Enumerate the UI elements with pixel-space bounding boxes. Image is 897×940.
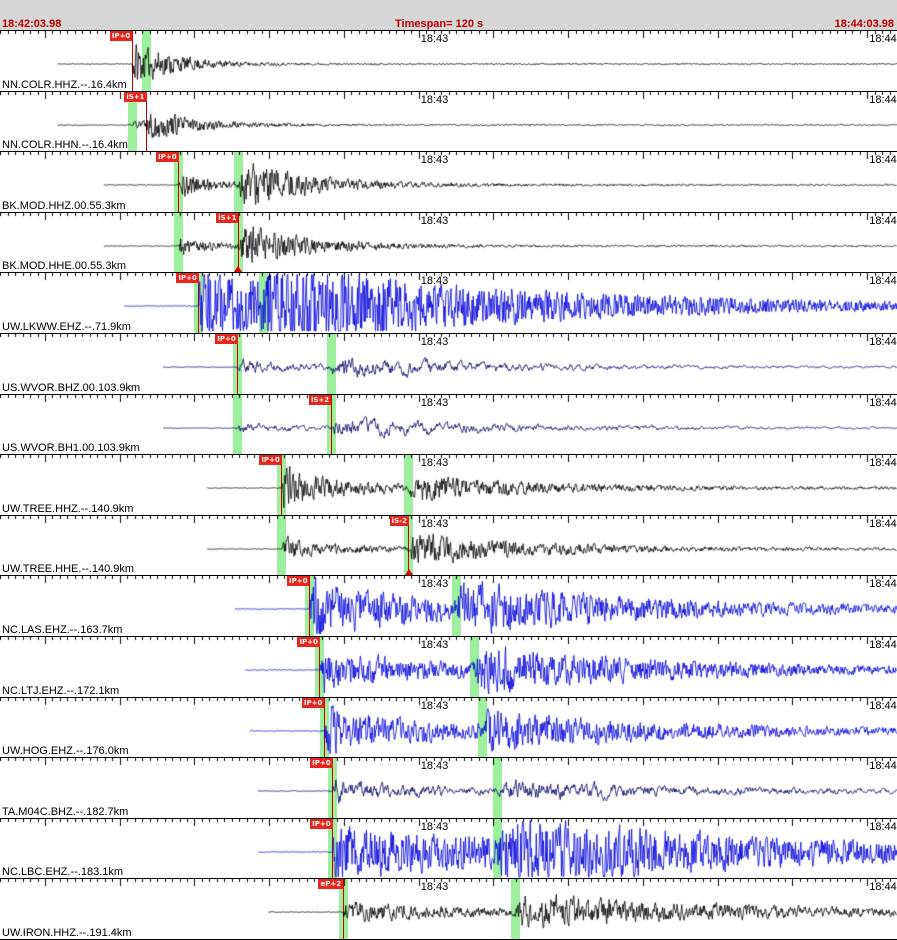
waveform-canvas[interactable] xyxy=(0,394,897,455)
station-label[interactable]: US.WVOR.BHZ.00.103.9km xyxy=(2,381,141,394)
trace-row: iS+2 18:43 18:44 US.WVOR.BH1.00.103.9km xyxy=(0,394,897,456)
trace-row: IP+0 18:43 18:44 TA.M04C.BHZ.--.182.7km xyxy=(0,758,897,819)
waveform-canvas[interactable] xyxy=(0,818,897,879)
right-time-label: 18:44 xyxy=(869,578,897,591)
right-time-label: 18:44 xyxy=(869,275,897,288)
right-time-label: 18:44 xyxy=(869,820,897,833)
minute-label: 18:43 xyxy=(420,881,449,894)
pick-flag[interactable]: IP+0 xyxy=(310,758,333,769)
trace-row: IP+0 18:43 18:44 BK.MOD.HHZ.00.55.3km xyxy=(0,152,897,213)
waveform-canvas[interactable] xyxy=(0,152,897,212)
minute-label: 18:43 xyxy=(420,760,449,773)
waveform-canvas[interactable] xyxy=(0,636,897,697)
station-label[interactable]: UW.LKWW.EHZ.--.71.9km xyxy=(2,320,131,333)
trace-row: IP+0 18:43 18:44 NC.LBC.EHZ.--.183.1km xyxy=(0,818,897,880)
right-time-label: 18:44 xyxy=(869,760,897,773)
station-label[interactable]: US.WVOR.BH1.00.103.9km xyxy=(2,442,140,455)
trace-row: IP+0 18:43 18:44 NC.LAS.EHZ.--.163.7km xyxy=(0,576,897,637)
right-time-label: 18:44 xyxy=(869,638,897,651)
right-time-label: 18:44 xyxy=(869,457,897,470)
timespan-label: Timespan= 120 s xyxy=(395,18,484,30)
trace-row: IP+0 18:43 18:44 US.WVOR.BHZ.00.103.9km xyxy=(0,333,897,395)
station-label[interactable]: NC.LTJ.EHZ.--.172.1km xyxy=(2,684,120,697)
s-pick-marker xyxy=(404,569,413,576)
right-time-label: 18:44 xyxy=(869,335,897,348)
pick-flag[interactable]: iS-2 xyxy=(389,515,409,526)
right-time-label: 18:44 xyxy=(869,93,897,106)
pick-flag[interactable]: IP+0 xyxy=(176,273,199,284)
window-end-time: 18:44:03.98 xyxy=(834,18,894,30)
pick-flag[interactable]: IP+0 xyxy=(259,455,282,466)
right-time-label: 18:44 xyxy=(869,517,897,530)
pick-flag[interactable]: IP+0 xyxy=(301,697,325,708)
station-label[interactable]: UW.HOG.EHZ.--.176.0km xyxy=(2,745,129,758)
minute-label: 18:43 xyxy=(420,638,449,651)
waveform-canvas[interactable] xyxy=(0,212,897,273)
right-time-label: 18:44 xyxy=(869,33,897,45)
time-window-header: 18:42:03.98 Timespan= 120 s 18:44:03.98 xyxy=(0,18,897,30)
minute-label: 18:43 xyxy=(420,275,449,288)
right-time-label: 18:44 xyxy=(869,881,897,894)
station-label[interactable]: NN.COLR.HHN.--.16.4km xyxy=(2,139,128,152)
minute-label: 18:43 xyxy=(420,517,449,530)
pick-flag[interactable]: eP+2 xyxy=(318,879,344,890)
minute-label: 18:43 xyxy=(420,699,449,712)
waveform-canvas[interactable] xyxy=(0,91,897,152)
waveform-canvas[interactable] xyxy=(0,333,897,394)
minute-label: 18:43 xyxy=(420,93,449,106)
trace-row: eP+2 18:43 18:44 UW.IRON.HHZ.--.191.4km xyxy=(0,879,897,940)
right-time-label: 18:44 xyxy=(869,154,897,167)
right-time-label: 18:44 xyxy=(869,396,897,409)
waveform-canvas[interactable] xyxy=(0,515,897,576)
trace-row: iS+1 18:43 18:44 BK.MOD.HHE.00.55.3km xyxy=(0,212,897,274)
station-label[interactable]: UW.TREE.HHE.--.140.9km xyxy=(2,563,135,576)
minute-label: 18:43 xyxy=(420,33,449,45)
pick-flag[interactable]: IP+0 xyxy=(286,576,310,587)
waveform-canvas[interactable] xyxy=(0,697,897,758)
station-label[interactable]: BK.MOD.HHZ.00.55.3km xyxy=(2,199,126,212)
minute-label: 18:43 xyxy=(420,457,449,470)
trace-row: IP+0 18:43 18:44 NN.COLR.HHZ.--.16.4km xyxy=(0,31,897,92)
s-pick-marker xyxy=(234,266,243,273)
trace-row: IP+0 18:43 18:44 NC.LTJ.EHZ.--.172.1km xyxy=(0,636,897,698)
trace-row: IP+0 18:43 18:44 UW.HOG.EHZ.--.176.0km xyxy=(0,697,897,759)
event-header: 61048187 UW Aug 01, 2015 18:42:18.99 41.… xyxy=(0,0,897,18)
pick-flag[interactable]: IP+0 xyxy=(215,333,238,344)
minute-label: 18:43 xyxy=(420,214,449,227)
trace-row: iS-2 18:43 18:44 UW.TREE.HHE.--.140.9km xyxy=(0,515,897,577)
waveform-canvas[interactable] xyxy=(0,758,897,818)
minute-label: 18:43 xyxy=(420,396,449,409)
waveform-canvas[interactable] xyxy=(0,879,897,939)
window-start-time: 18:42:03.98 xyxy=(2,18,62,30)
minute-label: 18:43 xyxy=(420,335,449,348)
minute-label: 18:43 xyxy=(420,820,449,833)
waveform-canvas[interactable] xyxy=(0,31,897,91)
station-label[interactable]: UW.TREE.HHZ.--.140.9km xyxy=(2,502,134,515)
right-time-label: 18:44 xyxy=(869,699,897,712)
minute-label: 18:43 xyxy=(420,154,449,167)
station-label[interactable]: NC.LBC.EHZ.--.183.1km xyxy=(2,866,124,879)
station-label[interactable]: NN.COLR.HHZ.--.16.4km xyxy=(2,78,127,91)
station-label[interactable]: UW.IRON.HHZ.--.191.4km xyxy=(2,926,132,939)
pick-flag[interactable]: iS+2 xyxy=(308,394,332,405)
station-label[interactable]: BK.MOD.HHE.00.55.3km xyxy=(2,260,127,273)
waveform-canvas[interactable] xyxy=(0,576,897,636)
pick-flag[interactable]: iS+1 xyxy=(124,91,147,102)
trace-row: IP+0 18:43 18:44 UW.LKWW.EHZ.--.71.9km xyxy=(0,273,897,334)
waveform-canvas[interactable] xyxy=(0,455,897,515)
trace-row: IP+0 18:43 18:44 UW.TREE.HHZ.--.140.9km xyxy=(0,455,897,516)
minute-label: 18:43 xyxy=(420,578,449,591)
pick-flag[interactable]: IP+0 xyxy=(310,818,333,829)
right-time-label: 18:44 xyxy=(869,214,897,227)
trace-area: IP+0 18:43 18:44 NN.COLR.HHZ.--.16.4km iS+1 1… xyxy=(0,30,897,940)
station-label[interactable]: TA.M04C.BHZ.--.182.7km xyxy=(2,805,129,818)
pick-flag[interactable]: IP+0 xyxy=(156,152,179,163)
trace-row: iS+1 18:43 18:44 NN.COLR.HHN.--.16.4km xyxy=(0,91,897,153)
pick-flag[interactable]: IP+0 xyxy=(297,636,320,647)
pick-flag[interactable]: IP+0 xyxy=(109,31,133,41)
waveform-canvas[interactable] xyxy=(0,273,897,333)
pick-flag[interactable]: iS+1 xyxy=(216,212,239,223)
station-label[interactable]: NC.LAS.EHZ.--.163.7km xyxy=(2,623,123,636)
